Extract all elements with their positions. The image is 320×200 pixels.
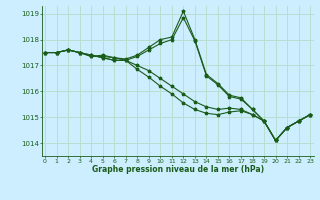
X-axis label: Graphe pression niveau de la mer (hPa): Graphe pression niveau de la mer (hPa) bbox=[92, 165, 264, 174]
